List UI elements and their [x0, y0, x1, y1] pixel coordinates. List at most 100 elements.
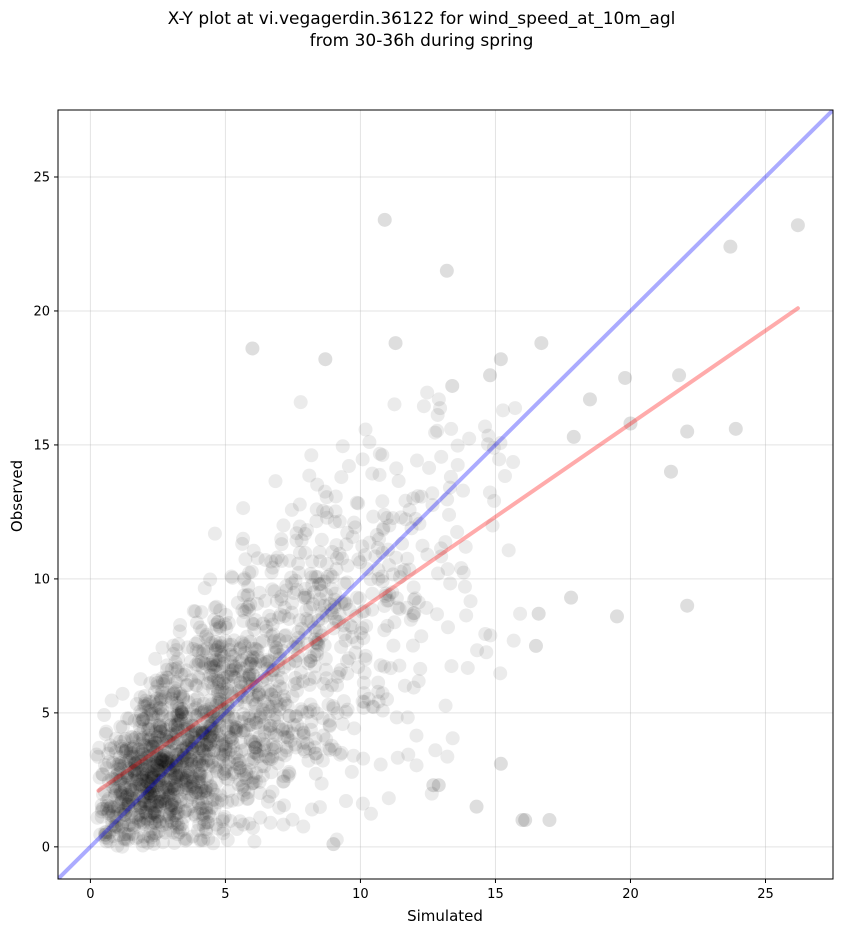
scatter-point [161, 788, 176, 803]
scatter-point [169, 758, 184, 773]
scatter-point [177, 721, 192, 736]
scatter-point [250, 690, 265, 705]
scatter-point [222, 663, 237, 678]
scatter-point [337, 594, 352, 609]
scatter-point [115, 755, 130, 770]
scatter-point [300, 590, 315, 605]
scatter-point [117, 807, 132, 822]
scatter-point [168, 759, 183, 774]
scatter-point [320, 510, 335, 525]
scatter-point [207, 722, 222, 737]
scatter-point [171, 769, 186, 784]
scatter-point [155, 685, 170, 700]
scatter-point [300, 736, 315, 751]
scatter-point [101, 774, 116, 789]
x-axis-label: Simulated [407, 907, 483, 925]
scatter-point [431, 566, 446, 581]
scatter-point [307, 740, 322, 755]
scatter-point [153, 689, 168, 704]
scatter-point [292, 497, 307, 512]
scatter-point [211, 754, 226, 769]
scatter-point [402, 562, 417, 577]
scatter-point [194, 791, 209, 806]
scatter-point [94, 798, 109, 813]
scatter-point [264, 765, 279, 780]
scatter-point [183, 752, 198, 767]
scatter-point [215, 812, 230, 827]
scatter-point [116, 803, 131, 818]
scatter-point [373, 757, 388, 772]
scatter-point [180, 740, 195, 755]
scatter-point [293, 665, 308, 680]
scatter-point [582, 392, 597, 407]
scatter-point [126, 739, 141, 754]
scatter-point [542, 813, 557, 828]
scatter-point [184, 787, 199, 802]
scatter-point [531, 606, 546, 621]
scatter-point [228, 724, 243, 739]
scatter-point [148, 724, 163, 739]
scatter-point [159, 733, 174, 748]
scatter-point [220, 695, 235, 710]
scatter-point [170, 827, 185, 842]
scatter-point [104, 799, 119, 814]
scatter-point [444, 659, 459, 674]
scatter-point [229, 746, 244, 761]
scatter-point [481, 428, 496, 443]
scatter-point [296, 819, 311, 834]
scatter-point [232, 664, 247, 679]
scatter-point [175, 752, 190, 767]
scatter-point [196, 696, 211, 711]
scatter-point [262, 704, 277, 719]
scatter-point [278, 696, 293, 711]
scatter-point [351, 496, 366, 511]
scatter-point [333, 662, 348, 677]
scatter-point [159, 729, 174, 744]
scatter-point [294, 621, 309, 636]
scatter-point [191, 657, 206, 672]
scatter-point [167, 753, 182, 768]
scatter-point [179, 742, 194, 757]
scatter-point [184, 724, 199, 739]
scatter-point [110, 838, 125, 853]
scatter-point [209, 725, 224, 740]
scatter-point [212, 715, 227, 730]
scatter-point [141, 828, 156, 843]
scatter-point [145, 710, 160, 725]
scatter-point [262, 608, 277, 623]
scatter-point [118, 807, 133, 822]
scatter-point [208, 787, 223, 802]
scatter-point [174, 704, 189, 719]
scatter-point [315, 611, 330, 626]
scatter-point [155, 673, 170, 688]
scatter-point [181, 781, 196, 796]
scatter-point [365, 602, 380, 617]
scatter-point [206, 657, 221, 672]
scatter-point [243, 634, 258, 649]
scatter-point [425, 498, 440, 513]
scatter-point [232, 814, 247, 829]
scatter-point [375, 522, 390, 537]
scatter-point [170, 696, 185, 711]
scatter-point [201, 758, 216, 773]
scatter-point [228, 711, 243, 726]
scatter-point [118, 790, 133, 805]
scatter-point [226, 739, 241, 754]
scatter-point [272, 800, 287, 815]
scatter-point [141, 721, 156, 736]
scatter-point [263, 725, 278, 740]
scatter-point [357, 695, 372, 710]
scatter-point [292, 519, 307, 534]
scatter-point [242, 667, 257, 682]
scatter-point [124, 804, 139, 819]
scatter-point [204, 754, 219, 769]
scatter-point [348, 645, 363, 660]
scatter-point [190, 805, 205, 820]
scatter-point [119, 754, 134, 769]
scatter-point [173, 731, 188, 746]
scatter-point [322, 718, 337, 733]
scatter-point [501, 543, 516, 558]
scatter-point [680, 424, 695, 439]
scatter-point [118, 743, 133, 758]
scatter-point [216, 826, 231, 841]
